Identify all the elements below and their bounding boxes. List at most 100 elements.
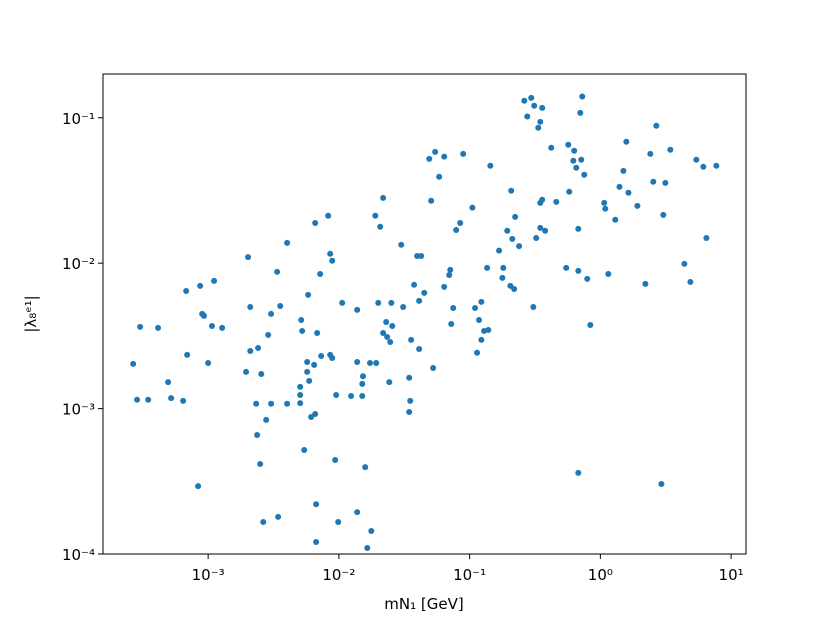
point <box>406 408 413 415</box>
point <box>372 212 379 219</box>
x-tick-label: 10⁻¹ <box>453 566 486 584</box>
point <box>662 179 669 186</box>
point <box>511 285 518 292</box>
point <box>421 289 428 296</box>
point <box>362 464 369 471</box>
point <box>184 351 191 358</box>
point <box>448 320 455 327</box>
point <box>539 196 546 203</box>
point <box>573 164 580 171</box>
point <box>373 359 380 366</box>
point <box>602 205 609 212</box>
point <box>537 224 544 231</box>
point <box>530 303 537 310</box>
point <box>205 359 212 366</box>
point <box>578 156 585 163</box>
point <box>469 204 476 211</box>
point <box>566 188 573 195</box>
point <box>335 518 342 525</box>
point <box>383 319 390 326</box>
point <box>386 379 393 386</box>
point <box>539 104 546 111</box>
point <box>703 234 710 241</box>
point <box>407 397 414 404</box>
point <box>208 322 215 329</box>
point <box>364 544 371 551</box>
y-tick-label: 10⁻² <box>62 255 95 273</box>
point <box>584 275 591 282</box>
point <box>332 457 339 464</box>
point <box>297 392 304 399</box>
point <box>441 153 448 160</box>
point <box>312 219 319 226</box>
point <box>145 396 152 403</box>
point <box>406 374 413 381</box>
point <box>380 330 387 337</box>
point <box>327 250 334 257</box>
x-tick-label: 10⁻² <box>322 566 355 584</box>
point <box>411 281 418 288</box>
point <box>247 303 254 310</box>
point <box>253 400 260 407</box>
point <box>620 167 627 174</box>
point <box>570 157 577 164</box>
point <box>211 277 218 284</box>
point <box>277 302 284 309</box>
point <box>616 183 623 190</box>
point <box>168 395 175 402</box>
point <box>398 241 405 248</box>
point <box>134 396 141 403</box>
point <box>512 213 519 220</box>
point <box>329 354 336 361</box>
point <box>339 299 346 306</box>
point <box>304 368 311 375</box>
point <box>474 349 481 356</box>
point <box>183 287 190 294</box>
point <box>508 187 515 194</box>
point <box>311 361 318 368</box>
point <box>581 171 588 178</box>
point <box>612 216 619 223</box>
point <box>478 298 485 305</box>
point <box>642 280 649 287</box>
point <box>263 416 270 423</box>
point <box>658 480 665 487</box>
point <box>360 373 367 380</box>
point <box>499 274 506 281</box>
point <box>301 447 308 454</box>
point <box>243 368 250 375</box>
point <box>197 282 204 289</box>
point <box>577 109 584 116</box>
point <box>299 327 306 334</box>
point <box>268 400 275 407</box>
point <box>487 162 494 169</box>
point <box>531 102 538 109</box>
point <box>625 189 632 196</box>
point <box>418 253 425 260</box>
point <box>428 197 435 204</box>
point <box>485 327 492 334</box>
point <box>354 306 361 313</box>
point <box>575 225 582 232</box>
point <box>436 173 443 180</box>
point <box>496 247 503 254</box>
point <box>219 324 226 331</box>
plot-frame <box>102 73 747 555</box>
point <box>563 264 570 271</box>
point <box>333 392 340 399</box>
point <box>387 339 394 346</box>
point <box>400 303 407 310</box>
y-tick-label: 10⁻³ <box>62 401 95 419</box>
point <box>432 148 439 155</box>
point <box>484 264 491 271</box>
point <box>700 163 707 170</box>
point <box>634 202 641 209</box>
x-tick-label: 10⁻³ <box>192 566 225 584</box>
point <box>528 94 535 101</box>
point <box>274 268 281 275</box>
point <box>265 331 272 338</box>
point <box>298 316 305 323</box>
point <box>660 211 667 218</box>
